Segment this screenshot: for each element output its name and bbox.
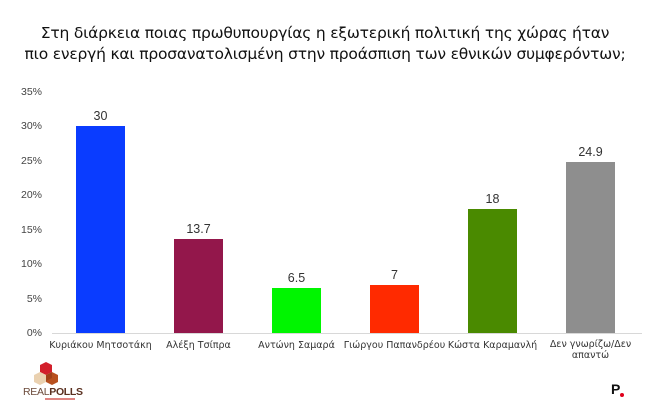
realpolls-wordmark: REALPOLLS bbox=[23, 386, 83, 398]
realpolls-logo bbox=[20, 360, 90, 408]
bar bbox=[76, 126, 125, 333]
realpolls-cube-icon bbox=[34, 362, 58, 385]
publisher-logo: P bbox=[611, 381, 624, 397]
bar-value-label: 7 bbox=[391, 267, 398, 282]
bar-value-label: 24.9 bbox=[578, 144, 603, 159]
y-tick-label: 25% bbox=[20, 154, 42, 167]
y-tick-label: 35% bbox=[20, 86, 42, 98]
bar bbox=[370, 284, 419, 333]
y-tick-label: 15% bbox=[20, 223, 42, 236]
bar bbox=[468, 209, 517, 333]
bar-value-label: 30 bbox=[93, 109, 108, 124]
x-axis-line bbox=[52, 333, 642, 334]
y-tick-label: 0% bbox=[26, 327, 42, 339]
y-tick-label: 5% bbox=[26, 292, 42, 305]
y-tick-label: 10% bbox=[20, 258, 42, 271]
wordmark-real: REAL bbox=[23, 386, 50, 398]
x-category-label: Αντώνη Σαμαρά bbox=[258, 340, 335, 351]
x-category-label: Δεν γνωρίζω/Δεν απαντώ bbox=[549, 339, 632, 361]
chart-title-line-2: πιο ενεργή και προσανατολισμένη στην προ… bbox=[24, 45, 626, 63]
y-tick-label: 30% bbox=[20, 120, 42, 133]
x-category-label: Αλέξη Τσίπρα bbox=[166, 340, 231, 351]
bar bbox=[566, 161, 615, 333]
bar bbox=[174, 238, 223, 333]
bar-value-label: 6.5 bbox=[287, 271, 306, 286]
chart-title-line-1: Στη διάρκεια ποιας πρωθυπουργίας η εξωτε… bbox=[40, 24, 610, 42]
realpolls-tagline bbox=[45, 398, 75, 400]
wordmark-polls: POLLS bbox=[49, 386, 83, 398]
y-tick-label: 20% bbox=[20, 189, 42, 202]
bar-value-label: 18 bbox=[485, 192, 500, 207]
chart-title: Στη διάρκεια ποιας πρωθυπουργίας η εξωτε… bbox=[0, 23, 650, 65]
x-category-label: Γιώργου Παπανδρέου bbox=[343, 340, 446, 351]
publisher-logo-letter: P bbox=[611, 381, 621, 397]
bar-value-label: 13.7 bbox=[186, 221, 211, 236]
x-category-label: Κώστα Καραμανλή bbox=[447, 340, 538, 351]
publisher-logo-dot bbox=[620, 393, 624, 397]
x-category-label: Κυριάκου Μητσοτάκη bbox=[49, 340, 152, 351]
bar bbox=[272, 288, 321, 333]
